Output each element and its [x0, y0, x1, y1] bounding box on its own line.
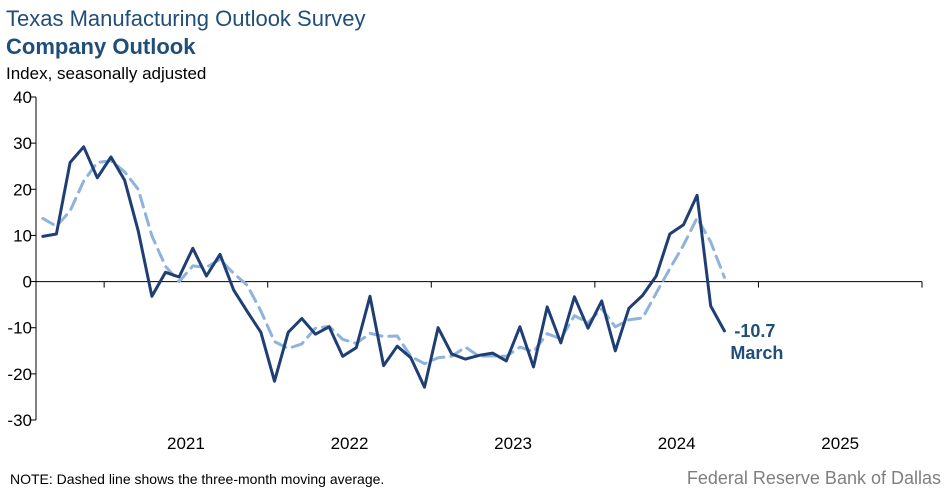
chart-title: Texas Manufacturing Outlook Survey: [6, 6, 366, 31]
x-tick-label: 2024: [658, 434, 696, 453]
annotation-value-label: -10.7: [734, 321, 775, 341]
x-tick-label: 2022: [331, 434, 369, 453]
y-tick-label: 30: [13, 134, 32, 153]
y-tick-label: 20: [13, 180, 32, 199]
index-series-line: [41, 145, 726, 389]
footnote: NOTE: Dashed line shows the three-month …: [10, 471, 385, 487]
series-layer: [41, 145, 726, 389]
source-credit: Federal Reserve Bank of Dallas: [686, 468, 941, 488]
y-tick-label: -10: [7, 319, 32, 338]
y-axis-label: Index, seasonally adjusted: [6, 64, 207, 83]
y-tick-label: 0: [23, 273, 32, 292]
chart-subtitle: Company Outlook: [6, 34, 196, 59]
y-tick-label: -30: [7, 411, 32, 430]
annotation-month-label: March: [730, 343, 783, 363]
x-tick-label: 2021: [167, 434, 205, 453]
y-tick-label: 40: [13, 88, 32, 107]
y-tick-label: -20: [7, 365, 32, 384]
x-tick-label: 2023: [494, 434, 532, 453]
x-tick-label: 2025: [821, 434, 859, 453]
y-tick-label: 10: [13, 226, 32, 245]
y-axis: -30 -20 -10 0 10 20 30 40: [7, 88, 37, 430]
x-axis: 2021 2022 2023 2024 2025: [36, 281, 923, 453]
